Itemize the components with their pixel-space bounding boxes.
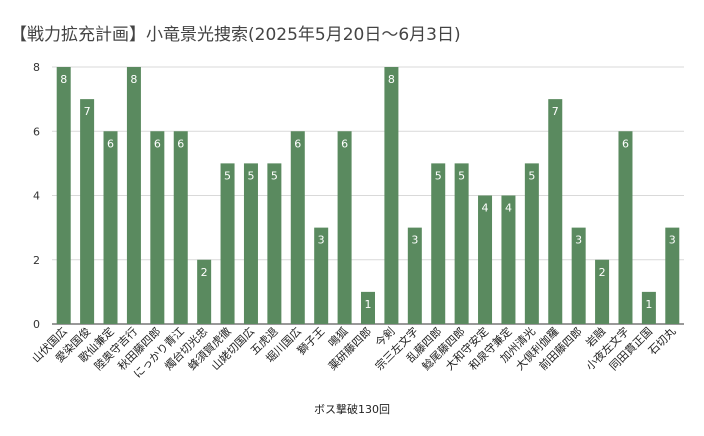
bar xyxy=(478,195,493,324)
data-label: 6 xyxy=(177,137,184,150)
bar xyxy=(641,291,656,324)
bar xyxy=(384,67,399,324)
bar xyxy=(150,131,165,324)
data-label: 6 xyxy=(622,137,629,150)
bar xyxy=(407,227,422,324)
data-label: 7 xyxy=(552,105,559,118)
data-label: 8 xyxy=(130,73,137,86)
data-label: 1 xyxy=(645,298,652,311)
data-label: 6 xyxy=(341,137,348,150)
bar xyxy=(618,131,633,324)
data-label: 3 xyxy=(411,234,418,247)
bar xyxy=(524,163,539,324)
data-label: 5 xyxy=(271,169,278,182)
bar xyxy=(173,131,188,324)
y-tick-label: 4 xyxy=(33,190,40,203)
x-tick-label: 獅子王 xyxy=(294,324,327,357)
bar xyxy=(595,259,610,324)
bar xyxy=(80,99,95,324)
data-label: 8 xyxy=(60,73,67,86)
bar xyxy=(290,131,305,324)
bar xyxy=(220,163,235,324)
y-tick-label: 6 xyxy=(33,125,40,138)
bar xyxy=(571,227,586,324)
bar xyxy=(56,67,71,324)
chart-title: 【戦力拡充計画】小竜景光捜索(2025年5月20日～6月3日) xyxy=(10,25,461,45)
data-label: 4 xyxy=(482,202,489,215)
data-label: 6 xyxy=(294,137,301,150)
bar xyxy=(548,99,563,324)
bar xyxy=(361,291,375,324)
bar xyxy=(665,227,680,324)
data-label: 5 xyxy=(528,169,535,182)
data-label: 7 xyxy=(84,105,91,118)
y-tick-label: 0 xyxy=(33,318,40,331)
data-label: 6 xyxy=(154,137,161,150)
y-tick-label: 8 xyxy=(33,61,40,74)
data-label: 5 xyxy=(247,169,254,182)
bar xyxy=(431,163,446,324)
data-label: 3 xyxy=(318,234,325,247)
data-label: 2 xyxy=(599,266,606,279)
data-label: 5 xyxy=(458,169,465,182)
bar xyxy=(267,163,282,324)
data-label: 3 xyxy=(575,234,582,247)
bar xyxy=(314,227,329,324)
x-tick-label: 石切丸 xyxy=(646,325,679,358)
data-label: 4 xyxy=(505,202,512,215)
x-axis-title: ボス撃破130回 xyxy=(314,403,390,416)
data-label: 6 xyxy=(107,137,114,150)
data-label: 8 xyxy=(388,73,395,86)
x-tick-label: 薬研藤四郎 xyxy=(325,324,374,373)
data-label: 5 xyxy=(224,169,231,182)
bar xyxy=(126,67,141,324)
bar xyxy=(197,259,212,324)
bar xyxy=(501,195,516,324)
bar xyxy=(103,131,118,324)
data-label: 3 xyxy=(669,234,676,247)
data-label: 2 xyxy=(201,266,208,279)
bar xyxy=(337,131,352,324)
bar xyxy=(243,163,258,324)
bar xyxy=(454,163,469,324)
data-label: 1 xyxy=(365,298,372,311)
data-label: 5 xyxy=(435,169,442,182)
y-tick-label: 2 xyxy=(33,254,40,267)
